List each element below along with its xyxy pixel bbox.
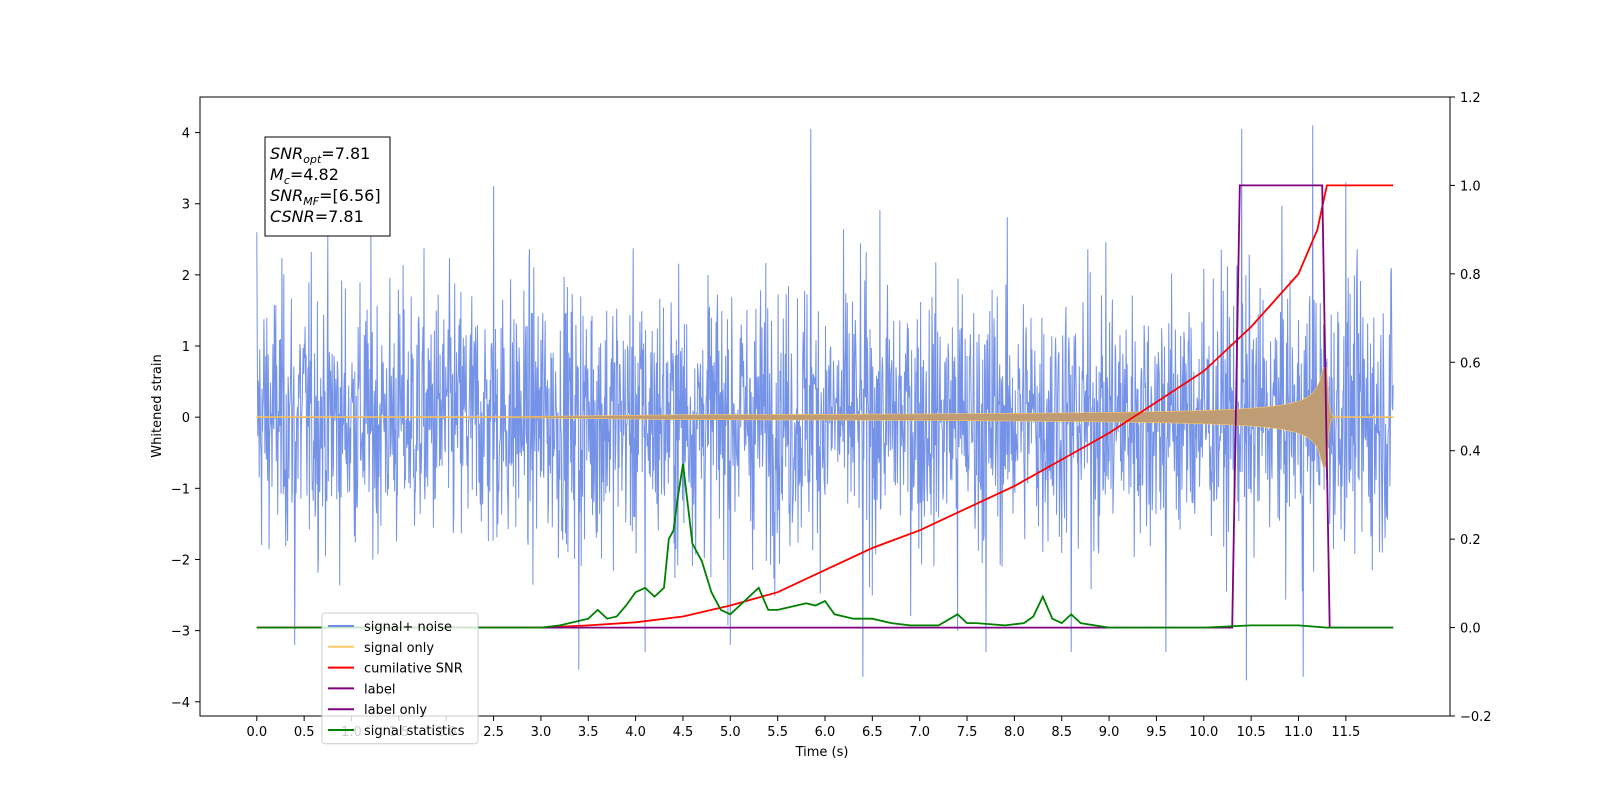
y-axis-right: −0.2 0.0 0.2 0.4 0.6 0.8 1.0 1.2 — [1450, 91, 1492, 725]
x-tick-label: 3.5 — [578, 725, 599, 740]
series-signal-noise — [256, 125, 1394, 681]
x-tick-label: 4.0 — [625, 725, 646, 740]
info-subscript: opt — [303, 153, 322, 166]
info-line: SNRMF=[6.56] — [270, 186, 381, 208]
info-subscript: c — [284, 174, 290, 187]
y2-tick-label: 0.4 — [1460, 445, 1481, 460]
x-tick-label: 11.5 — [1331, 725, 1360, 740]
info-symbol: CSNR — [270, 207, 315, 226]
info-symbol: SNR — [270, 144, 303, 163]
series-signal-statistics — [256, 463, 1394, 629]
x-tick-label: 9.5 — [1146, 725, 1167, 740]
y-tick-label: −4 — [171, 696, 190, 711]
x-tick-label: 10.0 — [1189, 725, 1218, 740]
legend-label: signal+ noise — [364, 620, 452, 635]
info-symbol: SNR — [270, 186, 303, 205]
info-line: Mc=4.82 — [270, 165, 339, 187]
x-tick-label: 7.5 — [957, 725, 978, 740]
info-line: SNRopt=7.81 — [270, 144, 370, 166]
x-tick-label: 5.0 — [720, 725, 741, 740]
y2-tick-label: 1.0 — [1460, 179, 1481, 194]
x-tick-label: 4.5 — [673, 725, 694, 740]
y-tick-label: 1 — [182, 340, 190, 355]
x-axis-label: Time (s) — [795, 745, 849, 760]
info-value: =[6.56] — [319, 186, 381, 205]
y-tick-label: 0 — [182, 411, 190, 426]
y2-tick-label: 0.8 — [1460, 268, 1481, 283]
x-tick-label: 7.0 — [909, 725, 930, 740]
info-line: CSNR=7.81 — [270, 207, 364, 226]
legend-label: signal only — [364, 641, 434, 656]
y-tick-label: 3 — [182, 198, 190, 213]
x-tick-label: 5.5 — [767, 725, 788, 740]
y-tick-label: 2 — [182, 269, 190, 284]
info-box-frame — [264, 136, 391, 237]
x-tick-label: 6.0 — [815, 725, 836, 740]
x-tick-label: 6.5 — [862, 725, 883, 740]
legend-label: label — [364, 682, 395, 697]
x-tick-label: 0.0 — [246, 725, 267, 740]
y-axis-left: −4 −3 −2 −1 0 1 2 3 4 — [171, 127, 200, 711]
x-tick-label: 10.5 — [1237, 725, 1266, 740]
legend-frame — [321, 612, 479, 745]
legend: signal+ noise signal only cumilative SNR la… — [321, 612, 479, 745]
info-value: =4.82 — [290, 165, 339, 184]
info-symbol: M — [270, 165, 284, 184]
y-axis-label: Whitened strain — [150, 354, 165, 457]
y2-tick-label: 0.0 — [1460, 622, 1481, 637]
series-layer — [256, 125, 1394, 681]
series-signal-only — [256, 367, 1394, 468]
x-tick-label: 11.0 — [1284, 725, 1313, 740]
y-tick-label: −3 — [171, 625, 190, 640]
info-value: =7.81 — [315, 207, 364, 226]
y-tick-label: 4 — [182, 127, 190, 142]
y-tick-label: −1 — [171, 482, 190, 497]
x-tick-label: 9.0 — [1099, 725, 1120, 740]
y-tick-label: −2 — [171, 553, 190, 568]
info-subscript: MF — [303, 195, 319, 208]
y2-tick-label: 1.2 — [1460, 91, 1481, 106]
y2-tick-label: −0.2 — [1460, 710, 1492, 725]
legend-label: cumilative SNR — [364, 662, 463, 677]
x-tick-label: 2.5 — [483, 725, 504, 740]
y2-tick-label: 0.2 — [1460, 533, 1481, 548]
x-tick-label: 0.5 — [294, 725, 315, 740]
x-tick-label: 8.0 — [1004, 725, 1025, 740]
y2-tick-label: 0.6 — [1460, 356, 1481, 371]
series-cumilative-snr — [256, 184, 1394, 629]
x-tick-label: 8.5 — [1051, 725, 1072, 740]
info-value: =7.81 — [321, 144, 370, 163]
legend-label: signal statistics — [364, 724, 465, 739]
x-tick-label: 3.0 — [531, 725, 552, 740]
legend-label: label only — [364, 703, 427, 718]
